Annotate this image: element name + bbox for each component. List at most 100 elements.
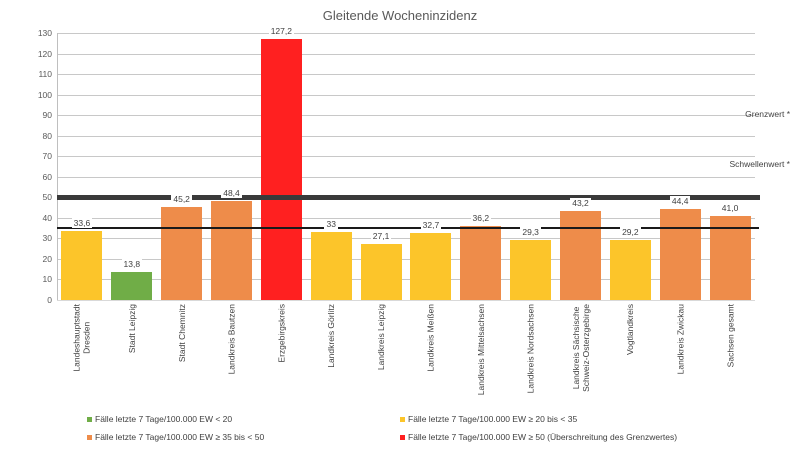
x-tick-label: Sachsen gesamt <box>705 304 755 404</box>
bar <box>111 271 153 300</box>
legend-label: Fälle letzte 7 Tage/100.000 EW ≥ 20 bis … <box>408 414 578 424</box>
y-tick-label: 70 <box>42 151 52 162</box>
y-tick-label: 0 <box>47 295 52 305</box>
category-label: Landkreis Sächsische Schweiz-Osterzgebir… <box>570 304 591 392</box>
bar-value-label: 45,2 <box>152 194 212 205</box>
bar-value-label: 29,3 <box>501 226 561 237</box>
legend-item: Fälle letzte 7 Tage/100.000 EW ≥ 50 (Übe… <box>400 432 677 442</box>
bar-value-text: 127,2 <box>268 25 294 36</box>
y-tick-label: 40 <box>42 212 52 223</box>
x-tick-label: Vogtlandkreis <box>605 304 655 404</box>
x-axis-line <box>57 300 755 301</box>
y-tick-label: 10 <box>42 274 52 285</box>
gridline <box>57 95 755 96</box>
bar-value-text: 36,2 <box>470 212 492 223</box>
category-label: Landeshauptstadt Dresden <box>71 304 92 372</box>
bar-value-label: 43,2 <box>551 198 611 209</box>
bar <box>510 239 552 300</box>
gridline <box>57 218 755 219</box>
bar-value-text: 33 <box>324 219 338 230</box>
x-tick-label: Landkreis Bautzen <box>207 304 257 404</box>
y-tick-label: 100 <box>37 89 52 100</box>
bar-value-text: 27,1 <box>370 231 392 242</box>
category-label: Stadt Leipzig <box>126 304 137 354</box>
category-label: Stadt Chemnitz <box>176 304 187 363</box>
y-tick-label: 20 <box>42 253 52 264</box>
category-label: Landkreis Nordsachsen <box>525 304 536 394</box>
legend-item: Fälle letzte 7 Tage/100.000 EW ≥ 20 bis … <box>400 414 577 424</box>
gridline <box>57 177 755 178</box>
legend-label: Fälle letzte 7 Tage/100.000 EW ≥ 35 bis … <box>95 432 265 442</box>
x-tick-label: Stadt Leipzig <box>107 304 157 404</box>
bar-value-label: 27,1 <box>351 231 411 242</box>
bar-value-label: 127,2 <box>251 25 311 36</box>
legend-swatch-icon <box>87 434 92 440</box>
bar <box>659 208 701 300</box>
category-label: Landkreis Zwickau <box>675 304 686 375</box>
x-tick-label: Landkreis Meißen <box>406 304 456 404</box>
bar <box>609 240 651 300</box>
x-tick-label: Landeshauptstadt Dresden <box>57 304 107 404</box>
bar <box>709 215 751 300</box>
x-tick-label: Landkreis Görlitz <box>306 304 356 404</box>
gridline <box>57 33 755 34</box>
bar-value-text: 44,4 <box>669 195 691 206</box>
y-tick-label: 110 <box>38 69 52 80</box>
y-tick-label: 50 <box>42 192 52 203</box>
bar <box>260 38 302 300</box>
category-label: Landkreis Meißen <box>425 304 436 372</box>
gridline <box>57 136 755 137</box>
bar-value-text: 29,2 <box>620 227 641 238</box>
bar <box>410 232 452 300</box>
y-tick-label: 120 <box>37 48 52 59</box>
x-tick-label: Landkreis Mittelsachsen <box>456 304 506 404</box>
bar-value-label: 32,7 <box>401 219 461 230</box>
chart-title: Gleitende Wocheninzidenz <box>322 8 478 23</box>
schwellenwert-note: Schwellenwert * <box>729 159 790 169</box>
x-tick-label: Landkreis Nordsachsen <box>506 304 556 404</box>
gridline <box>57 54 755 55</box>
bar-value-label: 33 <box>301 219 361 230</box>
y-axis-line <box>57 33 58 300</box>
bar-value-text: 45,2 <box>171 194 192 205</box>
bar <box>61 230 103 300</box>
y-tick-label: 130 <box>37 28 52 38</box>
bar-value-text: 43,2 <box>570 198 591 209</box>
bar <box>161 207 203 300</box>
y-tick-label: 60 <box>42 171 52 182</box>
bar-value-text: 41,0 <box>719 202 741 213</box>
bar <box>460 225 502 300</box>
schwellenwert-line <box>57 227 759 230</box>
bar-value-label: 41,0 <box>700 202 760 213</box>
legend-label: Fälle letzte 7 Tage/100.000 EW ≥ 50 (Übe… <box>408 432 678 442</box>
bar <box>310 232 352 300</box>
gridline <box>57 74 755 75</box>
legend-item: Fälle letzte 7 Tage/100.000 EW < 20 <box>87 414 232 424</box>
bar-value-label: 44,4 <box>650 195 710 206</box>
bar-value-label: 48,4 <box>202 187 262 198</box>
category-label: Vogtlandkreis <box>625 304 636 356</box>
bar-value-label: 29,2 <box>600 227 660 238</box>
x-tick-label: Stadt Chemnitz <box>157 304 207 404</box>
category-label: Erzgebirgskreis <box>276 304 287 363</box>
y-tick-label: 80 <box>42 130 52 141</box>
gridline <box>57 259 755 260</box>
x-tick-label: Erzgebirgskreis <box>256 304 306 404</box>
y-tick-label: 30 <box>42 233 52 244</box>
bar-value-text: 13,8 <box>121 258 143 269</box>
bar <box>211 200 252 300</box>
gridline <box>57 115 755 116</box>
bar-value-text: 33,6 <box>71 217 93 228</box>
bar-value-label: 13,8 <box>102 258 162 269</box>
bar-value-label: 33,6 <box>52 217 112 228</box>
legend-item: Fälle letzte 7 Tage/100.000 EW ≥ 35 bis … <box>87 432 264 442</box>
bar-value-text: 48,4 <box>221 187 242 198</box>
legend-swatch-icon <box>87 416 92 422</box>
gridline <box>57 238 755 239</box>
grenzwert-note: Grenzwert * <box>745 109 790 119</box>
category-label: Landkreis Bautzen <box>226 304 237 375</box>
legend-label: Fälle letzte 7 Tage/100.000 EW < 20 <box>95 414 233 424</box>
legend-swatch-icon <box>400 416 405 422</box>
x-tick-label: Landkreis Sächsische Schweiz-Osterzgebir… <box>556 304 606 404</box>
x-tick-label: Landkreis Zwickau <box>655 304 705 404</box>
